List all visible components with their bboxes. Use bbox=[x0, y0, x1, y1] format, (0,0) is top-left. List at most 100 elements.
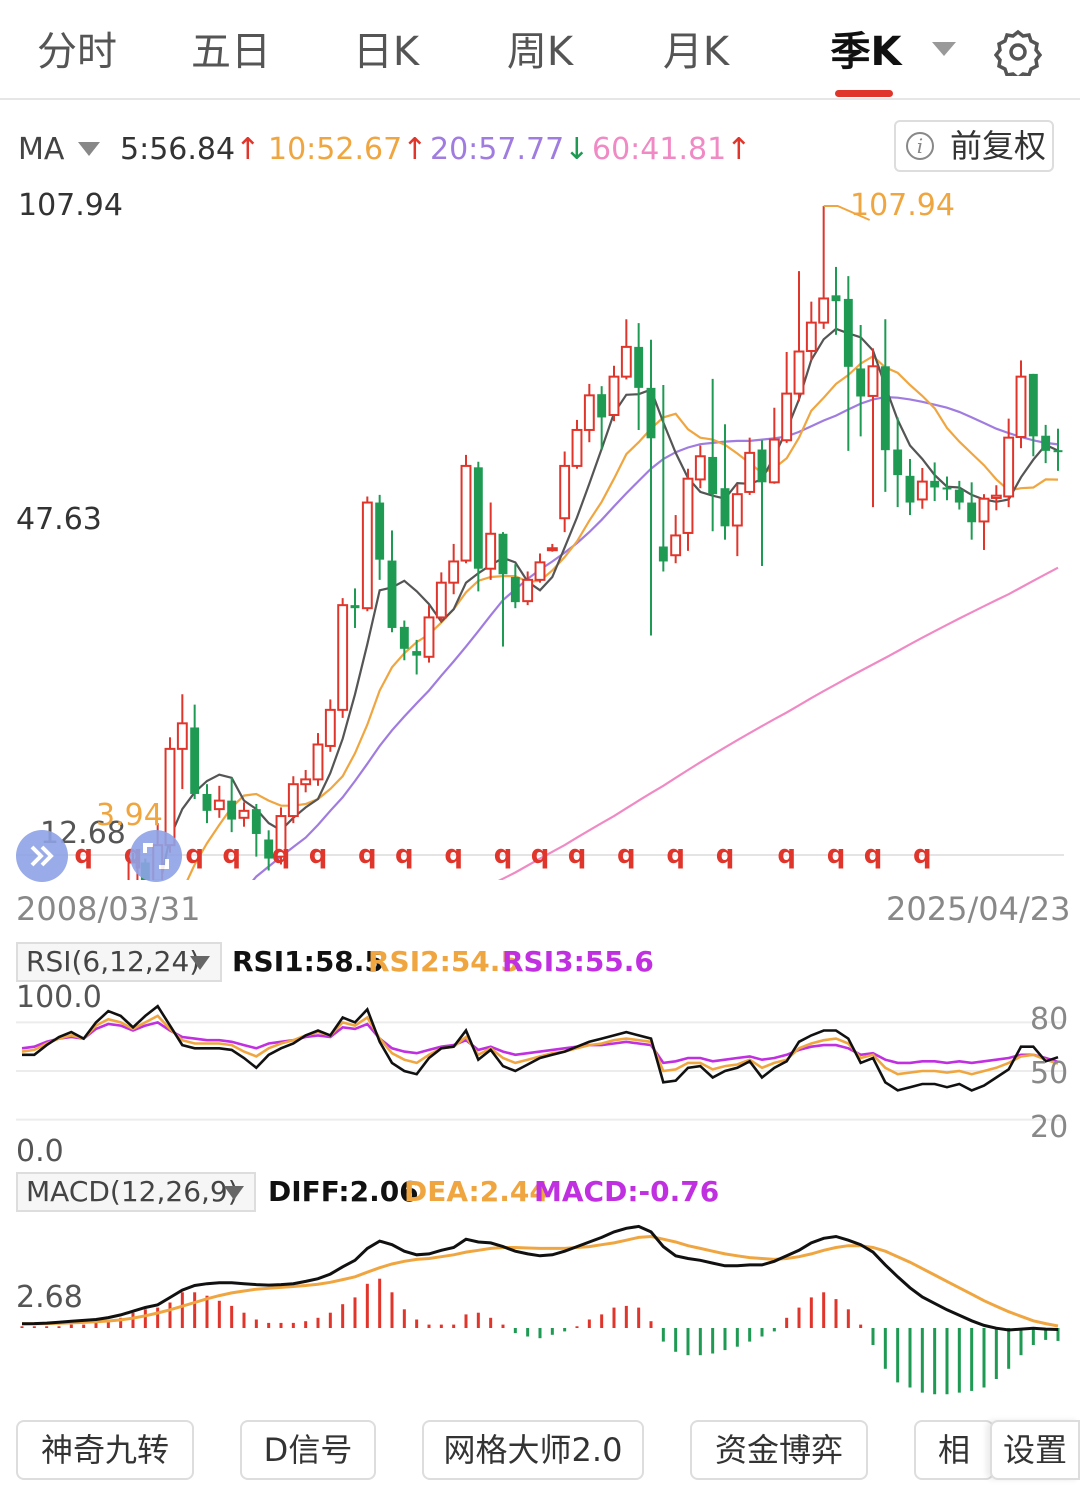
signal-marker: q bbox=[716, 840, 735, 870]
candle-body bbox=[176, 722, 188, 750]
gear-icon[interactable] bbox=[994, 28, 1042, 76]
candle-body bbox=[473, 467, 483, 569]
tab-quarterly-k[interactable]: 季K bbox=[830, 29, 902, 75]
candle-body bbox=[831, 295, 841, 302]
candle-body bbox=[399, 626, 409, 649]
rsi-selector-label: RSI(6,12,24) bbox=[26, 945, 201, 978]
candle-body bbox=[300, 778, 312, 786]
candle-body bbox=[227, 800, 237, 820]
partial-button[interactable]: 相 bbox=[914, 1420, 994, 1480]
tab-five-day[interactable]: 五日 bbox=[191, 29, 271, 75]
ma-dropdown-icon[interactable] bbox=[78, 142, 100, 156]
signal-marker: q bbox=[777, 840, 796, 870]
nav-button[interactable] bbox=[16, 830, 68, 882]
candle-body bbox=[978, 497, 990, 523]
grid-master-button[interactable]: 网格大师2.0 bbox=[422, 1420, 644, 1480]
candle-body bbox=[324, 708, 336, 747]
candle-body bbox=[435, 581, 447, 619]
candle-body bbox=[731, 493, 743, 527]
ma60-legend: 60:41.81↑ bbox=[592, 132, 752, 167]
high-annotation-leader bbox=[823, 205, 871, 221]
candle-body bbox=[510, 577, 520, 603]
candle-body bbox=[608, 375, 620, 416]
signal-marker: q bbox=[358, 840, 377, 870]
candle-body bbox=[930, 480, 940, 488]
chevron-down-icon[interactable] bbox=[932, 42, 956, 56]
rsi-tick-50: 50 bbox=[1030, 1056, 1069, 1091]
rsi-bottom-label: 0.0 bbox=[16, 1134, 64, 1169]
candle-body bbox=[954, 489, 964, 503]
candle-body bbox=[634, 346, 644, 388]
candle-body bbox=[658, 546, 668, 562]
candle-body bbox=[1015, 375, 1027, 439]
signal-marker: q bbox=[617, 840, 636, 870]
signal-marker: q bbox=[864, 840, 883, 870]
candle-body bbox=[251, 809, 261, 834]
info-icon: i bbox=[906, 132, 934, 160]
candle-body bbox=[448, 560, 460, 584]
adjust-button[interactable]: i 前复权 bbox=[894, 120, 1054, 172]
expand-icon bbox=[143, 843, 169, 869]
signal-marker: q bbox=[272, 840, 291, 870]
candle-body bbox=[1003, 436, 1015, 498]
adjust-button-label: 前复权 bbox=[950, 127, 1047, 165]
ma10-line bbox=[186, 354, 1059, 880]
chevron-down-icon bbox=[224, 1186, 244, 1200]
double-chevron-icon bbox=[30, 845, 54, 867]
magic-nine-button[interactable]: 神奇九转 bbox=[16, 1420, 194, 1480]
signal-marker: q bbox=[444, 840, 463, 870]
candle-body bbox=[275, 815, 287, 858]
tab-daily-k[interactable]: 日K bbox=[352, 29, 420, 75]
d-signal-button[interactable]: D信号 bbox=[240, 1420, 376, 1480]
candle-body bbox=[990, 494, 1002, 499]
candle-body bbox=[670, 534, 682, 557]
macd-legend: MACD:-0.76 bbox=[534, 1175, 720, 1208]
settings-button[interactable]: 设置 bbox=[990, 1420, 1080, 1480]
signal-marker: q bbox=[395, 840, 414, 870]
candle-body bbox=[880, 366, 890, 451]
candle-body bbox=[646, 387, 656, 439]
candle-body bbox=[843, 298, 853, 367]
signal-marker: q bbox=[568, 840, 587, 870]
candle-body bbox=[916, 480, 928, 501]
candle-body bbox=[905, 475, 915, 503]
candle-body bbox=[460, 464, 472, 562]
signal-marker: q bbox=[74, 840, 93, 870]
start-date: 2008/03/31 bbox=[16, 890, 201, 928]
macd-selector[interactable]: MACD(12,26,9) bbox=[16, 1172, 256, 1212]
candle-body bbox=[361, 501, 373, 610]
candle-body bbox=[534, 561, 546, 581]
macd-chart[interactable] bbox=[0, 1210, 1080, 1400]
candle-body bbox=[818, 297, 830, 324]
end-date: 2025/04/23 bbox=[886, 890, 1071, 928]
candle-body bbox=[1028, 373, 1038, 437]
candle-body bbox=[694, 455, 706, 481]
rsi1-legend: RSI1:58.5 bbox=[232, 945, 384, 978]
tab-monthly-k[interactable]: 月K bbox=[662, 29, 730, 75]
candle-body bbox=[350, 605, 360, 609]
ma-legend-name[interactable]: MA bbox=[18, 132, 65, 167]
macd-axis-label: 2.68 bbox=[16, 1280, 83, 1315]
candle-body bbox=[522, 578, 534, 603]
dea-legend: DEA:2.44 bbox=[404, 1175, 549, 1208]
candle-body bbox=[805, 321, 817, 353]
ma60-line bbox=[497, 566, 1059, 880]
tab-intraday[interactable]: 分时 bbox=[37, 29, 117, 75]
rsi-chart[interactable] bbox=[0, 980, 1080, 1160]
candle-body bbox=[287, 783, 299, 818]
fullscreen-button[interactable] bbox=[130, 830, 182, 882]
signal-marker: q bbox=[185, 840, 204, 870]
candle-body bbox=[1041, 435, 1051, 451]
chevron-down-icon bbox=[190, 956, 210, 970]
tab-weekly-k[interactable]: 周K bbox=[506, 29, 574, 75]
fund-game-button[interactable]: 资金博弈 bbox=[690, 1420, 868, 1480]
candle-body bbox=[757, 449, 767, 483]
signal-marker: q bbox=[827, 840, 846, 870]
rsi-selector[interactable]: RSI(6,12,24) bbox=[16, 942, 222, 982]
rsi-tick-20: 20 bbox=[1030, 1110, 1069, 1145]
diff-line bbox=[21, 1224, 1059, 1332]
signal-marker: q bbox=[222, 840, 241, 870]
candlestick-chart[interactable]: qqqqqqqqqqqqqqqqqqq bbox=[0, 180, 1080, 880]
candle-body bbox=[202, 793, 212, 811]
ma5-line bbox=[159, 327, 1059, 880]
